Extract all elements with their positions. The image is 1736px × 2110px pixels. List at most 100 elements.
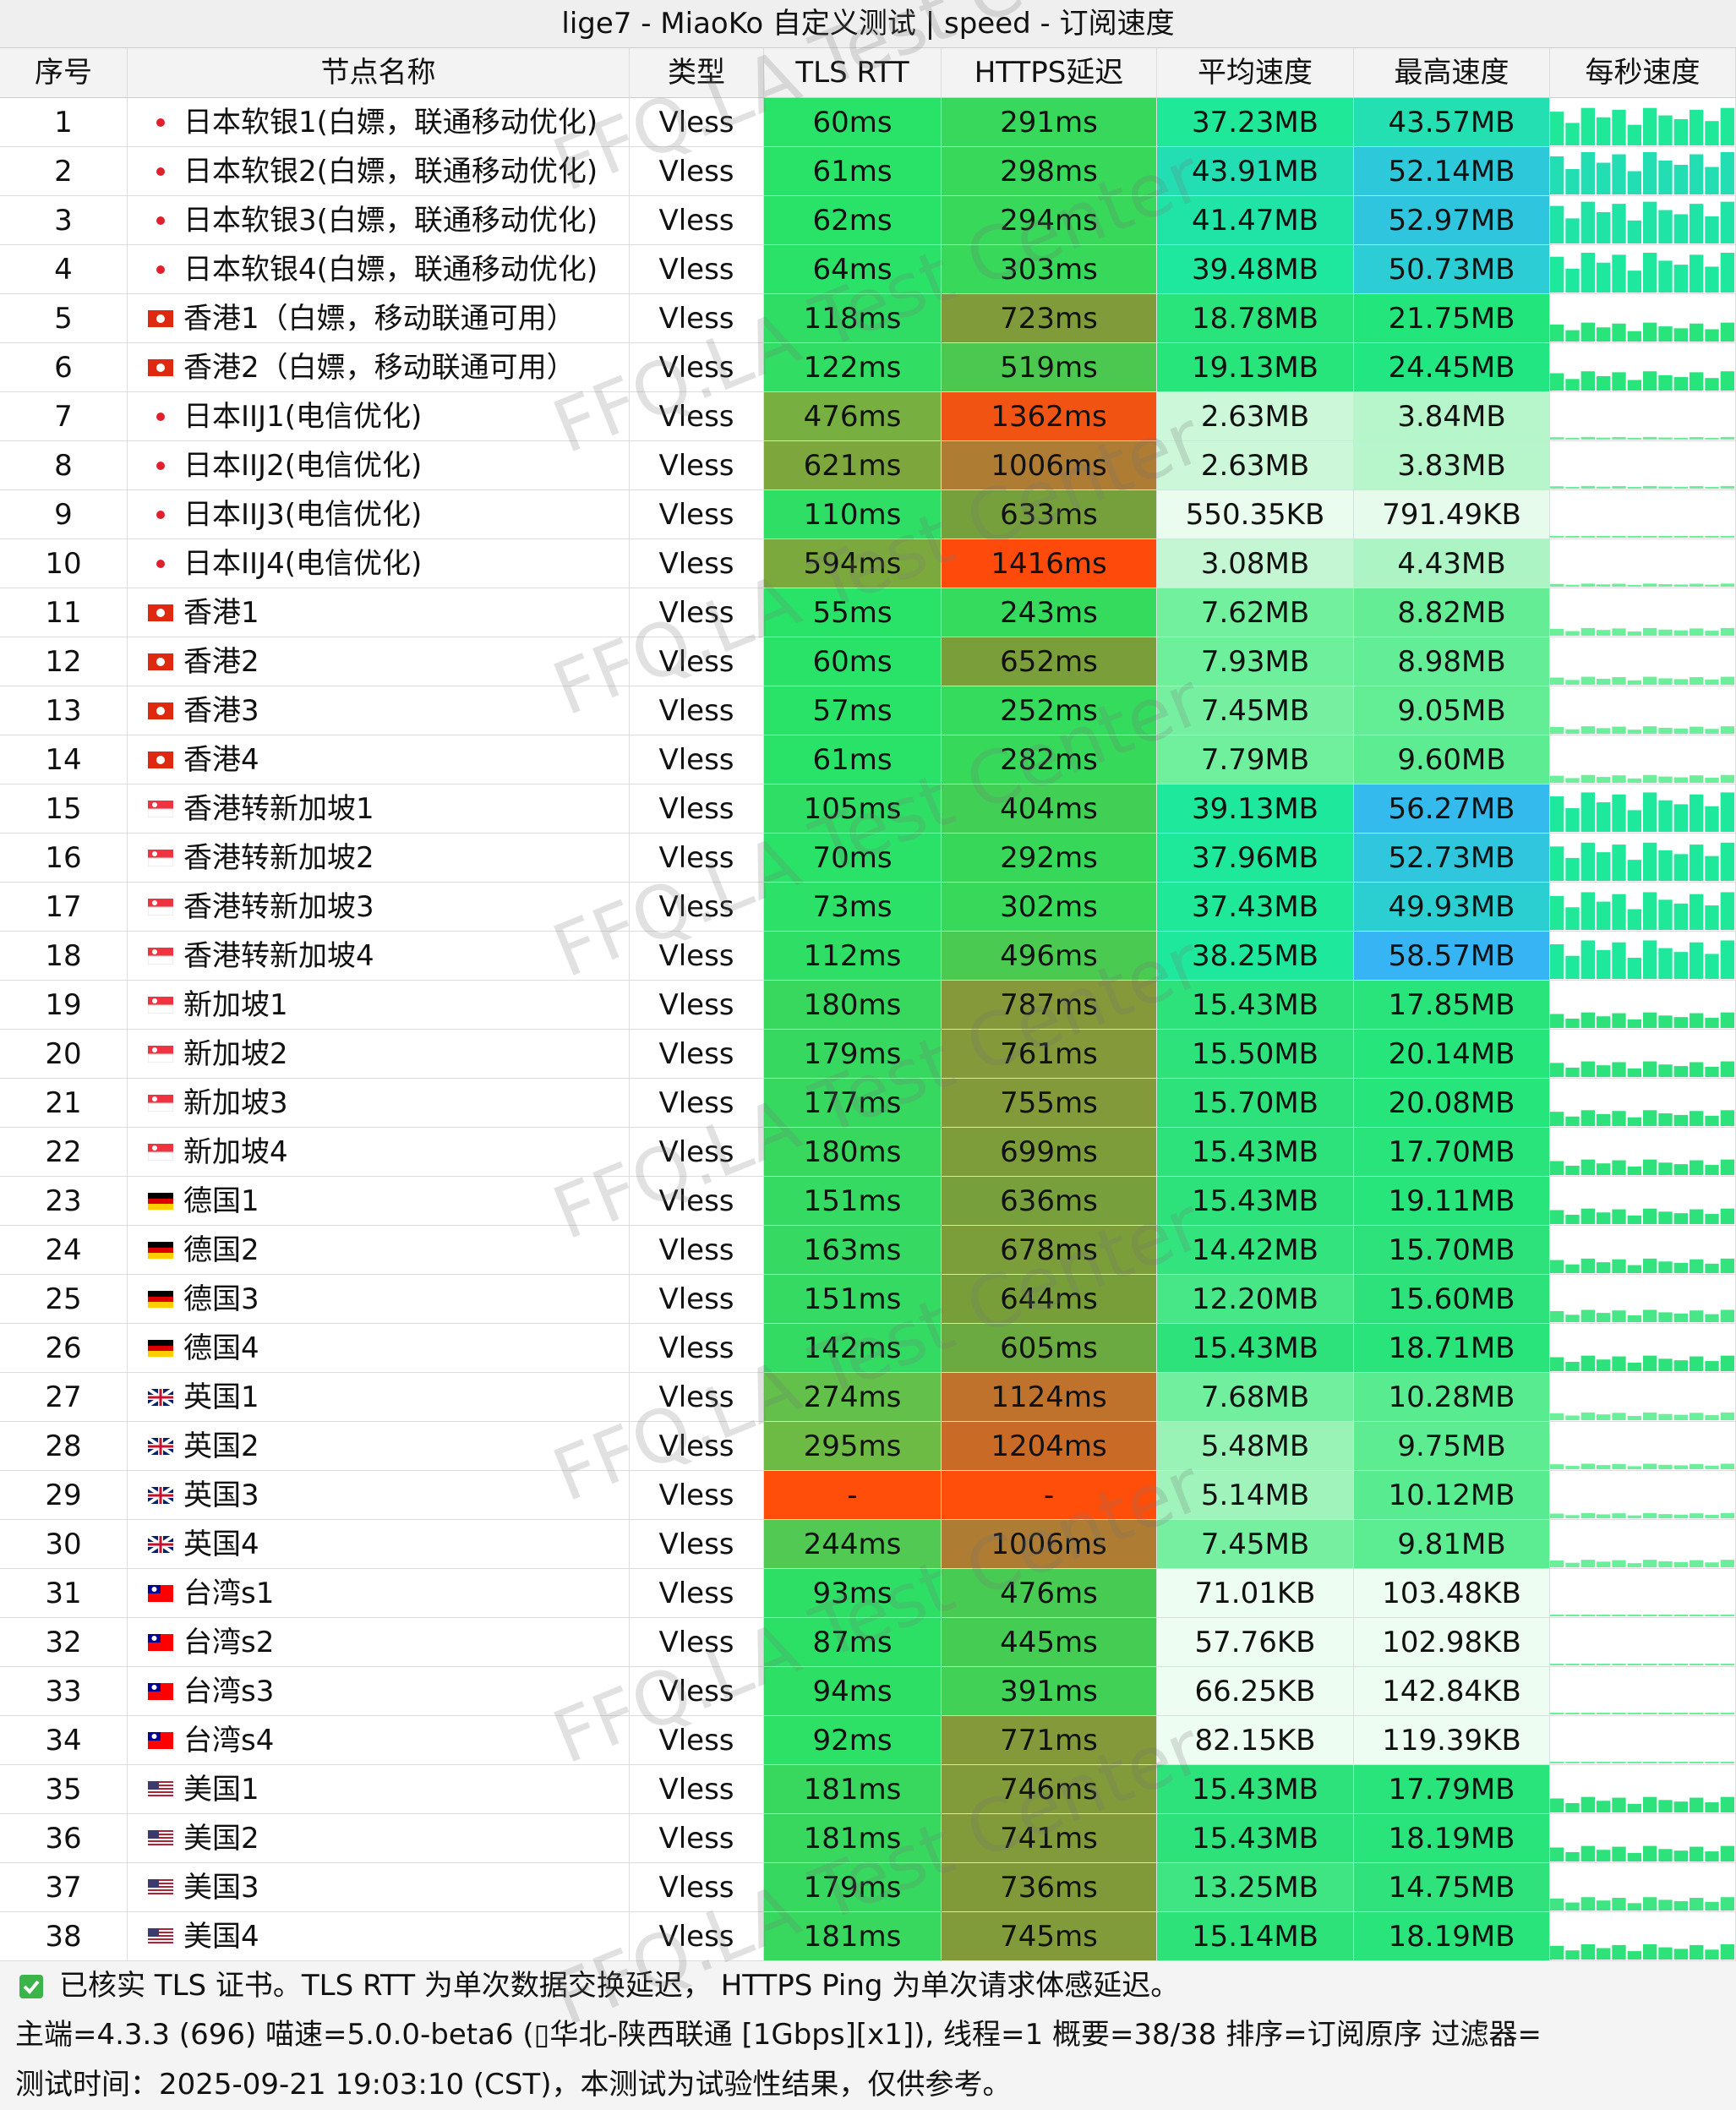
node-type: Vless (630, 735, 764, 784)
node-name: 香港1 (128, 588, 630, 637)
flag-icon (156, 118, 165, 127)
tls-rtt: 61ms (764, 735, 942, 784)
node-name: 香港2（白嫖，移动联通可用） (128, 343, 630, 392)
tls-rtt: 181ms (764, 1765, 942, 1814)
node-name: 日本软银3(白嫖，联通移动优化) (128, 196, 630, 245)
row-number: 37 (0, 1863, 128, 1912)
row-number: 28 (0, 1422, 128, 1471)
per-second-speed (1550, 1422, 1736, 1471)
max-speed: 19.11MB (1354, 1177, 1550, 1226)
per-second-speed (1550, 1814, 1736, 1863)
row-number: 35 (0, 1765, 128, 1814)
node-type: Vless (630, 1128, 764, 1177)
column-header: TLS RTT (764, 48, 942, 98)
avg-speed: 39.48MB (1157, 245, 1354, 294)
flag-icon (148, 948, 173, 965)
avg-speed: 2.63MB (1157, 392, 1354, 441)
flag-icon (148, 850, 173, 866)
flag-icon (156, 265, 165, 274)
speed-sparkline (1550, 1713, 1734, 1714)
per-second-speed (1550, 686, 1736, 735)
flag-icon (148, 1879, 173, 1896)
node-name: 日本IIJ2(电信优化) (128, 441, 630, 490)
node-name: 英国1 (128, 1373, 630, 1422)
row-number: 9 (0, 490, 128, 539)
row-number: 5 (0, 294, 128, 343)
row-number: 8 (0, 441, 128, 490)
speed-sparkline (1550, 1159, 1734, 1175)
node-name: 香港2 (128, 637, 630, 686)
https-delay: 746ms (942, 1765, 1157, 1814)
per-second-speed (1550, 932, 1736, 981)
speed-sparkline (1550, 1762, 1734, 1763)
avg-speed: 15.43MB (1157, 1128, 1354, 1177)
avg-speed: 3.08MB (1157, 539, 1354, 588)
tls-rtt: 177ms (764, 1079, 942, 1128)
row-number: 2 (0, 147, 128, 196)
tls-rtt: 105ms (764, 784, 942, 834)
max-speed: 15.60MB (1354, 1275, 1550, 1324)
per-second-speed (1550, 637, 1736, 686)
node-name: 香港转新加坡3 (128, 883, 630, 932)
speed-sparkline (1550, 1664, 1734, 1665)
node-type: Vless (630, 1324, 764, 1373)
speed-sparkline (1550, 774, 1734, 783)
https-delay: 391ms (942, 1667, 1157, 1716)
row-number: 32 (0, 1618, 128, 1667)
node-name: 日本软银4(白嫖，联通移动优化) (128, 245, 630, 294)
tls-rtt: 73ms (764, 883, 942, 932)
max-speed: 791.49KB (1354, 490, 1550, 539)
max-speed: 24.45MB (1354, 343, 1550, 392)
https-delay: 1362ms (942, 392, 1157, 441)
flag-icon (148, 1046, 173, 1063)
per-second-speed (1550, 1030, 1736, 1079)
per-second-speed (1550, 1863, 1736, 1912)
flag-icon (148, 702, 173, 719)
node-name: 香港转新加坡4 (128, 932, 630, 981)
https-delay: 303ms (942, 245, 1157, 294)
https-delay: 298ms (942, 147, 1157, 196)
max-speed: 21.75MB (1354, 294, 1550, 343)
node-type: Vless (630, 490, 764, 539)
max-speed: 4.43MB (1354, 539, 1550, 588)
per-second-speed (1550, 1716, 1736, 1765)
tls-rtt: 244ms (764, 1520, 942, 1569)
node-type: Vless (630, 294, 764, 343)
max-speed: 9.75MB (1354, 1422, 1550, 1471)
tls-rtt: 93ms (764, 1569, 942, 1618)
node-name: 德国4 (128, 1324, 630, 1373)
tls-rtt: 295ms (764, 1422, 942, 1471)
avg-speed: 15.43MB (1157, 1177, 1354, 1226)
node-type: Vless (630, 686, 764, 735)
speed-sparkline (1550, 201, 1734, 243)
node-name: 德国2 (128, 1226, 630, 1275)
column-header: 最高速度 (1354, 48, 1550, 98)
node-type: Vless (630, 539, 764, 588)
per-second-speed (1550, 1618, 1736, 1667)
row-number: 27 (0, 1373, 128, 1422)
speed-sparkline (1550, 792, 1734, 832)
tls-rtt: 621ms (764, 441, 942, 490)
node-name: 日本IIJ4(电信优化) (128, 539, 630, 588)
node-type: Vless (630, 1030, 764, 1079)
speed-sparkline (1550, 1463, 1734, 1469)
https-delay: 519ms (942, 343, 1157, 392)
node-name: 香港3 (128, 686, 630, 735)
flag-icon (148, 1193, 173, 1210)
avg-speed: 15.43MB (1157, 1814, 1354, 1863)
column-header: 类型 (630, 48, 764, 98)
node-name: 美国4 (128, 1912, 630, 1961)
avg-speed: 39.13MB (1157, 784, 1354, 834)
node-type: Vless (630, 392, 764, 441)
row-number: 38 (0, 1912, 128, 1961)
flag-icon (148, 604, 173, 621)
row-number: 31 (0, 1569, 128, 1618)
flag-icon (148, 1830, 173, 1847)
flag-icon (148, 653, 173, 670)
per-second-speed (1550, 441, 1736, 490)
avg-speed: 15.43MB (1157, 1765, 1354, 1814)
per-second-speed (1550, 343, 1736, 392)
node-type: Vless (630, 1079, 764, 1128)
node-type: Vless (630, 1520, 764, 1569)
tls-rtt: 180ms (764, 981, 942, 1030)
